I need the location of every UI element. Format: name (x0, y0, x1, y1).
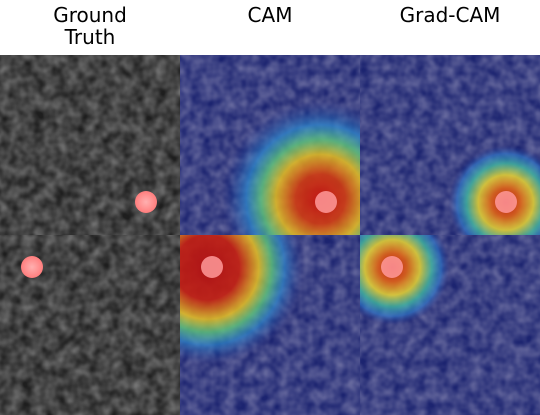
target-marker (21, 256, 43, 278)
image-grid (0, 55, 540, 415)
target-marker (201, 256, 223, 278)
header: Ground Truth CAM Grad-CAM (0, 0, 540, 55)
panel-row1-cam (180, 55, 360, 235)
cam-heatmap-1 (180, 55, 360, 235)
target-marker (495, 191, 517, 213)
grad-cam-heatmap-2 (360, 235, 540, 415)
ground-truth-image-2 (0, 235, 180, 415)
panel-row1-ground-truth (0, 55, 180, 235)
panel-row2-cam (180, 235, 360, 415)
target-marker (135, 191, 157, 213)
target-marker (381, 256, 403, 278)
column-title-ground-truth: Ground Truth (53, 3, 127, 49)
cam-heatmap-2 (180, 235, 360, 415)
column-title-grad-cam: Grad-CAM (399, 3, 501, 27)
column-title-cam: CAM (247, 3, 293, 27)
grad-cam-heatmap-1 (360, 55, 540, 235)
panel-row1-grad-cam (360, 55, 540, 235)
target-marker (315, 191, 337, 213)
panel-row2-grad-cam (360, 235, 540, 415)
panel-row2-ground-truth (0, 235, 180, 415)
ground-truth-image-1 (0, 55, 180, 235)
